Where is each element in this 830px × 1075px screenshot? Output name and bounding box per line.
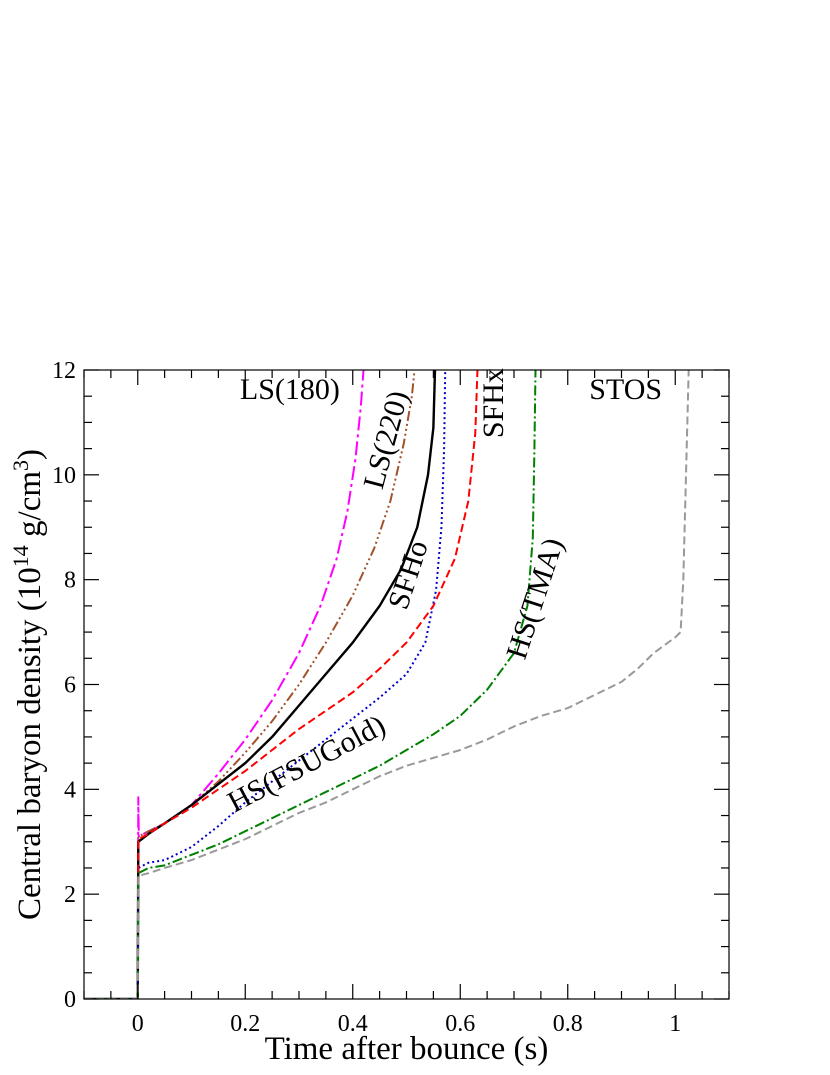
y-axis-title-close: ) <box>12 449 48 460</box>
y-tick-label: 0 <box>64 987 76 1013</box>
series-label: SFHx <box>477 368 510 438</box>
series-line-ls-180 <box>84 370 365 999</box>
series-line-hs-tma <box>84 370 537 999</box>
series-line-stos <box>84 370 690 999</box>
y-tick-label: 12 <box>52 358 76 384</box>
x-tick-label: 0.8 <box>553 1011 583 1037</box>
x-tick-label: 0.2 <box>230 1011 260 1037</box>
y-tick-label: 2 <box>64 882 76 908</box>
series-line-ls-220 <box>84 370 416 999</box>
series-label: LS(180) <box>240 373 340 406</box>
y-tick-label: 4 <box>64 777 76 803</box>
series-label: HS(FSUGold) <box>222 709 391 820</box>
y-axis-title-exp2: 3 <box>8 460 33 471</box>
plot-frame <box>83 369 730 1000</box>
x-tick-label: 0.4 <box>338 1011 368 1037</box>
x-tick-label: 0.6 <box>445 1011 475 1037</box>
series-label: HS(TMA) <box>500 534 570 663</box>
x-tick-label: 0 <box>132 1011 144 1037</box>
x-axis-title: Time after bounce (s) <box>265 1031 549 1067</box>
series-label: LS(220) <box>357 387 415 492</box>
y-axis-title: Central baryon density (1014 g/cm3) <box>8 449 49 920</box>
y-axis-title-main: Central baryon density (10 <box>12 567 48 920</box>
y-tick-label: 8 <box>64 568 76 594</box>
series-labels: LS(180) LS(220) SFHo SFHx STOS HS(TMA) HS(FSUG… <box>222 368 662 819</box>
plot-lines <box>84 370 690 999</box>
series-label: SFHo <box>382 536 435 613</box>
series-label: STOS <box>589 373 662 406</box>
y-tick-label: 10 <box>52 463 76 489</box>
x-tick-label: 1 <box>669 1011 681 1037</box>
y-tick-label: 6 <box>64 673 76 699</box>
axis-ticks <box>83 369 730 1000</box>
y-axis-title-unit: g/cm <box>12 471 48 546</box>
series-line-sfhx <box>84 370 479 999</box>
series-line-hs-fsugold <box>84 370 447 999</box>
y-axis-title-exp1: 14 <box>8 545 33 567</box>
